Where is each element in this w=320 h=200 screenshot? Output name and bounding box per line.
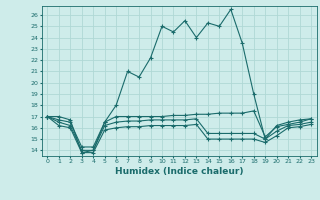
X-axis label: Humidex (Indice chaleur): Humidex (Indice chaleur): [115, 167, 244, 176]
